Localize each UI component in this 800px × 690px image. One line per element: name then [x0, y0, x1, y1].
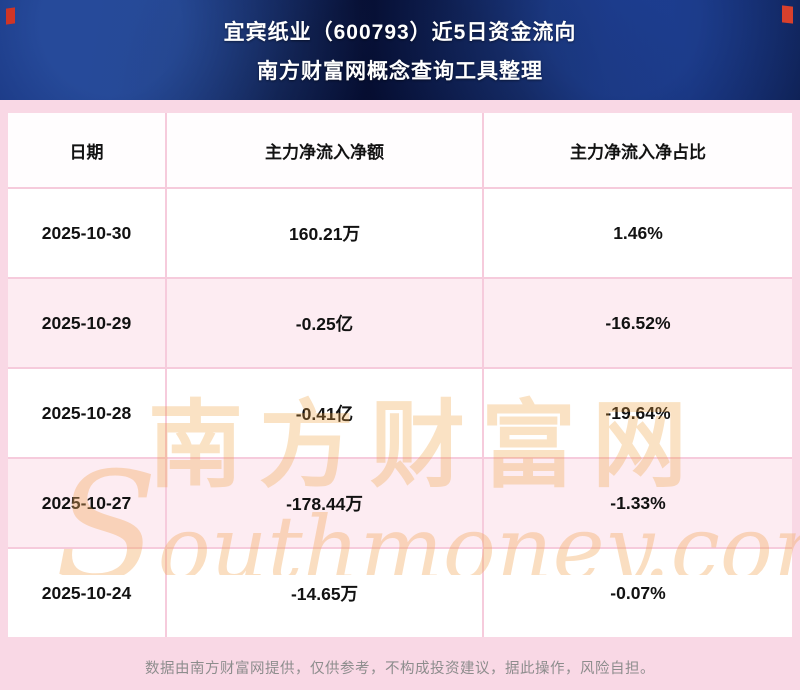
column-header-net-inflow: 主力净流入净额	[167, 113, 482, 187]
page-title: 宜宾纸业（600793）近5日资金流向	[223, 20, 577, 44]
net-ratio-cell: 1.46%	[484, 189, 792, 277]
net-ratio-cell: -0.07%	[484, 549, 792, 637]
footer-disclaimer: 数据由南方财富网提供，仅供参考，不构成投资建议，据此操作，风险自担。	[145, 661, 655, 677]
date-cell: 2025-10-28	[8, 369, 165, 457]
net-inflow-cell: -0.25亿	[167, 279, 482, 367]
column-header-date: 日期	[8, 113, 165, 187]
page-subtitle: 南方财富网概念查询工具整理	[257, 59, 543, 83]
net-inflow-cell: -178.44万	[167, 459, 482, 547]
column-header-net-ratio: 主力净流入净占比	[484, 113, 792, 187]
date-cell: 2025-10-29	[8, 279, 165, 367]
net-ratio-cell: -16.52%	[484, 279, 792, 367]
net-ratio-cell: -1.33%	[484, 459, 792, 547]
corner-decoration-icon	[6, 7, 15, 25]
net-ratio-cell: -19.64%	[484, 369, 792, 457]
fund-flow-table: 日期 主力净流入净额 主力净流入净占比 2025-10-30 160.21万 1…	[8, 113, 792, 637]
net-inflow-cell: -14.65万	[167, 549, 482, 637]
header-banner: 宜宾纸业（600793）近5日资金流向 南方财富网概念查询工具整理	[0, 0, 800, 100]
date-cell: 2025-10-27	[8, 459, 165, 547]
corner-decoration-icon	[782, 5, 793, 24]
net-inflow-cell: -0.41亿	[167, 369, 482, 457]
table-grid: 日期 主力净流入净额 主力净流入净占比 2025-10-30 160.21万 1…	[8, 113, 792, 637]
net-inflow-cell: 160.21万	[167, 189, 482, 277]
date-cell: 2025-10-30	[8, 189, 165, 277]
date-cell: 2025-10-24	[8, 549, 165, 637]
